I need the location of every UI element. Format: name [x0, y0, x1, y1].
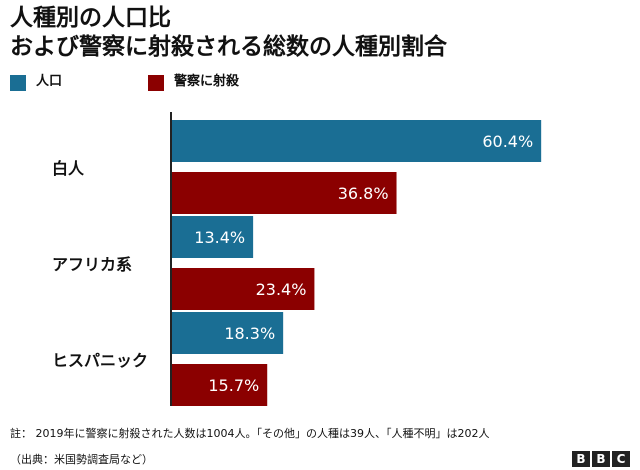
bar-chart: 60.4% 36.8% 白人 13.4% 23.4% アフリカ系 18.3% 15.7% ヒスパ…: [52, 112, 542, 406]
bar-population: [171, 216, 254, 258]
bar-value-label: 15.7%: [208, 376, 259, 395]
bar-value-label: 36.8%: [338, 184, 389, 203]
source-note: （出典：米国勢調査局など）: [10, 453, 153, 466]
legend-swatch-police-shootings: [148, 75, 164, 91]
bar-police-shootings: [171, 268, 315, 310]
chart-title-line2: および警察に射殺される総数の人種別割合: [10, 34, 447, 60]
bar-value-label: 13.4%: [194, 228, 245, 247]
bar-police-shootings: [171, 172, 397, 214]
bar-value-label: 18.3%: [224, 324, 275, 343]
legend-label-police-shootings: 警察に射殺: [174, 74, 240, 89]
category-label: ヒスパニック: [52, 351, 148, 370]
bar-population: [171, 120, 542, 162]
bbc-logo-letter: B: [592, 451, 610, 467]
legend-swatch-population: [10, 75, 26, 91]
bar-population: [171, 312, 284, 354]
bar-police-shootings: [171, 364, 268, 406]
category-label: 白人: [52, 159, 85, 178]
legend-label-population: 人口: [36, 74, 63, 89]
chart-title-line1: 人種別の人口比: [10, 5, 171, 31]
bar-value-label: 23.4%: [256, 280, 307, 299]
category-label: アフリカ系: [52, 255, 132, 274]
footnote: 註： 2019年に警察に射殺された人数は1004人。「その他」の人種は39人、「…: [10, 427, 490, 440]
bbc-logo-letter: B: [572, 451, 590, 467]
bar-value-label: 60.4%: [482, 132, 533, 151]
bbc-logo-letter: C: [612, 451, 630, 467]
